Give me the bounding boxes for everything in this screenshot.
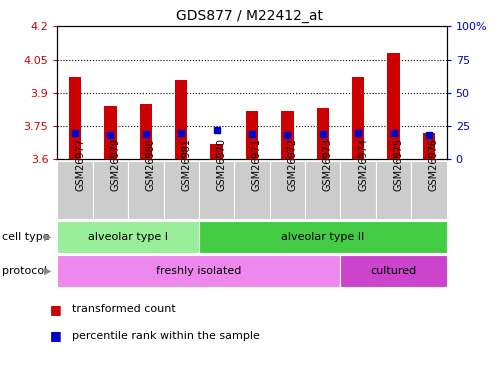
Text: cultured: cultured: [370, 266, 417, 276]
Bar: [316, 108, 329, 159]
Text: GSM26973: GSM26973: [323, 138, 333, 190]
Bar: [57, 255, 340, 287]
Text: percentile rank within the sample: percentile rank within the sample: [72, 331, 260, 340]
Bar: [411, 161, 447, 219]
Bar: [423, 133, 435, 159]
Bar: [340, 255, 447, 287]
Bar: [199, 161, 235, 219]
Text: cell type: cell type: [2, 232, 50, 242]
Bar: [387, 53, 400, 159]
Text: ▶: ▶: [43, 232, 51, 242]
Bar: [93, 161, 128, 219]
Text: GSM26972: GSM26972: [287, 138, 297, 191]
Text: GSM26980: GSM26980: [146, 138, 156, 190]
Text: alveolar type II: alveolar type II: [281, 232, 364, 242]
Text: transformed count: transformed count: [72, 304, 176, 314]
Text: GSM26979: GSM26979: [110, 138, 120, 190]
Text: GSM26977: GSM26977: [75, 138, 85, 191]
Text: ▶: ▶: [43, 266, 51, 276]
Bar: [269, 161, 305, 219]
Bar: [175, 80, 188, 159]
Bar: [57, 221, 199, 253]
Bar: [340, 161, 376, 219]
Text: GSM26976: GSM26976: [429, 138, 439, 190]
Text: GDS877 / M22412_at: GDS877 / M22412_at: [176, 9, 323, 23]
Bar: [57, 161, 93, 219]
Text: ■: ■: [50, 329, 62, 342]
Bar: [140, 104, 152, 159]
Bar: [128, 161, 164, 219]
Text: GSM26975: GSM26975: [394, 138, 404, 191]
Text: alveolar type I: alveolar type I: [88, 232, 168, 242]
Bar: [211, 144, 223, 159]
Bar: [376, 161, 411, 219]
Text: ■: ■: [50, 303, 62, 316]
Bar: [281, 111, 293, 159]
Bar: [199, 221, 447, 253]
Text: freshly isolated: freshly isolated: [156, 266, 242, 276]
Text: GSM26974: GSM26974: [358, 138, 368, 190]
Bar: [352, 77, 364, 159]
Bar: [246, 111, 258, 159]
Text: GSM26981: GSM26981: [181, 138, 191, 190]
Text: GSM26971: GSM26971: [252, 138, 262, 190]
Text: protocol: protocol: [2, 266, 48, 276]
Text: GSM26970: GSM26970: [217, 138, 227, 190]
Bar: [104, 106, 117, 159]
Bar: [164, 161, 199, 219]
Bar: [69, 77, 81, 159]
Bar: [235, 161, 269, 219]
Bar: [305, 161, 340, 219]
